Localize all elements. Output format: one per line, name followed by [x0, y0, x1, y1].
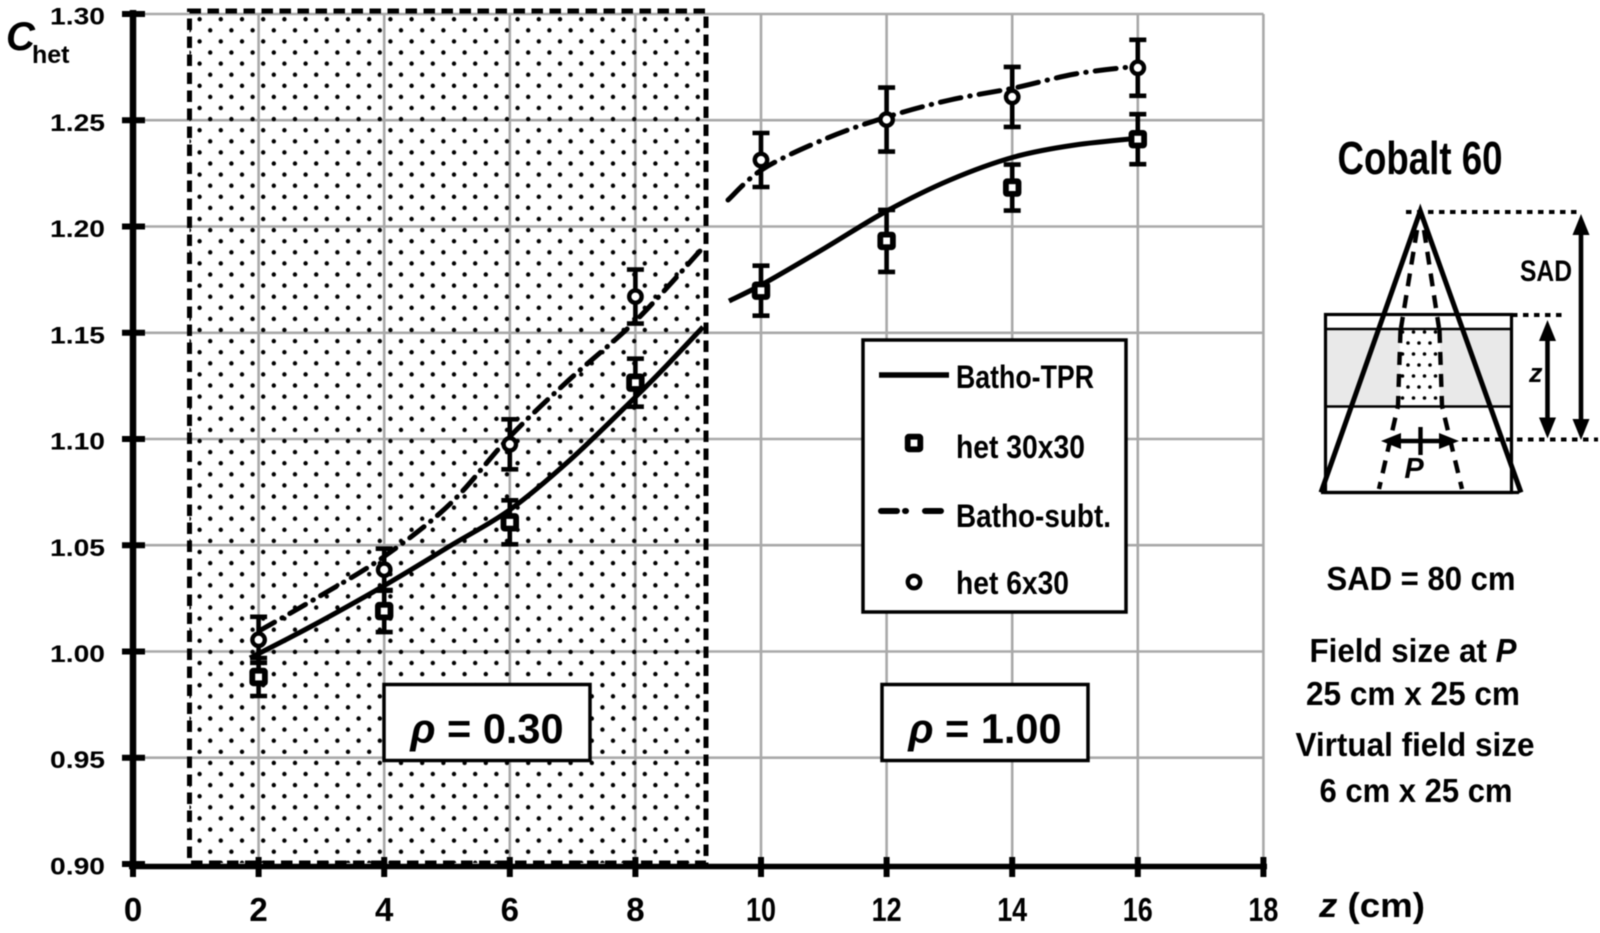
- svg-text:0: 0: [124, 891, 142, 928]
- svg-text:Batho-subt.: Batho-subt.: [956, 498, 1111, 534]
- svg-text:16: 16: [1123, 891, 1153, 928]
- svg-text:12: 12: [872, 891, 902, 928]
- svg-text:1.10: 1.10: [50, 429, 105, 456]
- svg-text:2: 2: [249, 891, 267, 928]
- svg-text:1.20: 1.20: [50, 216, 105, 243]
- svg-text:0.95: 0.95: [50, 747, 105, 774]
- svg-text:4: 4: [375, 891, 394, 928]
- svg-text:25 cm x 25 cm: 25 cm x 25 cm: [1306, 675, 1520, 712]
- svg-text:8: 8: [626, 891, 644, 928]
- svg-text:P: P: [1404, 453, 1424, 485]
- svg-text:1.15: 1.15: [50, 322, 105, 349]
- svg-text:Virtual field size: Virtual field size: [1296, 726, 1535, 763]
- svg-text:Field size at P: Field size at P: [1310, 632, 1518, 669]
- svg-text:6: 6: [501, 891, 519, 928]
- svg-text:1.25: 1.25: [50, 110, 105, 137]
- svg-text:6 cm x 25 cm: 6 cm x 25 cm: [1320, 772, 1513, 809]
- svg-text:z (cm): z (cm): [1318, 887, 1425, 925]
- svg-text:het 30x30: het 30x30: [956, 429, 1085, 465]
- svg-text:10: 10: [746, 891, 776, 928]
- svg-text:ρ = 1.00: ρ = 1.00: [907, 705, 1061, 752]
- svg-text:Batho-TPR: Batho-TPR: [956, 359, 1094, 395]
- svg-text:C: C: [6, 15, 36, 59]
- svg-text:het 6x30: het 6x30: [956, 565, 1069, 601]
- svg-text:z: z: [1528, 358, 1543, 388]
- svg-text:1.00: 1.00: [50, 641, 105, 668]
- svg-text:18: 18: [1248, 891, 1278, 928]
- svg-text:SAD = 80 cm: SAD = 80 cm: [1327, 560, 1516, 597]
- svg-text:0.90: 0.90: [50, 854, 105, 881]
- svg-text:het: het: [32, 41, 70, 69]
- svg-text:ρ = 0.30: ρ = 0.30: [409, 705, 563, 752]
- svg-text:1.30: 1.30: [50, 4, 105, 31]
- svg-text:1.05: 1.05: [50, 535, 105, 562]
- svg-text:SAD: SAD: [1520, 255, 1572, 288]
- svg-text:Cobalt 60: Cobalt 60: [1338, 132, 1503, 184]
- svg-text:14: 14: [997, 891, 1028, 928]
